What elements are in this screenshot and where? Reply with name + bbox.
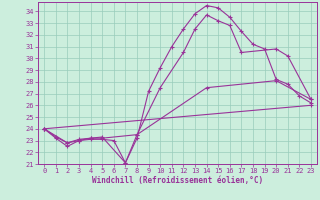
X-axis label: Windchill (Refroidissement éolien,°C): Windchill (Refroidissement éolien,°C) bbox=[92, 176, 263, 185]
